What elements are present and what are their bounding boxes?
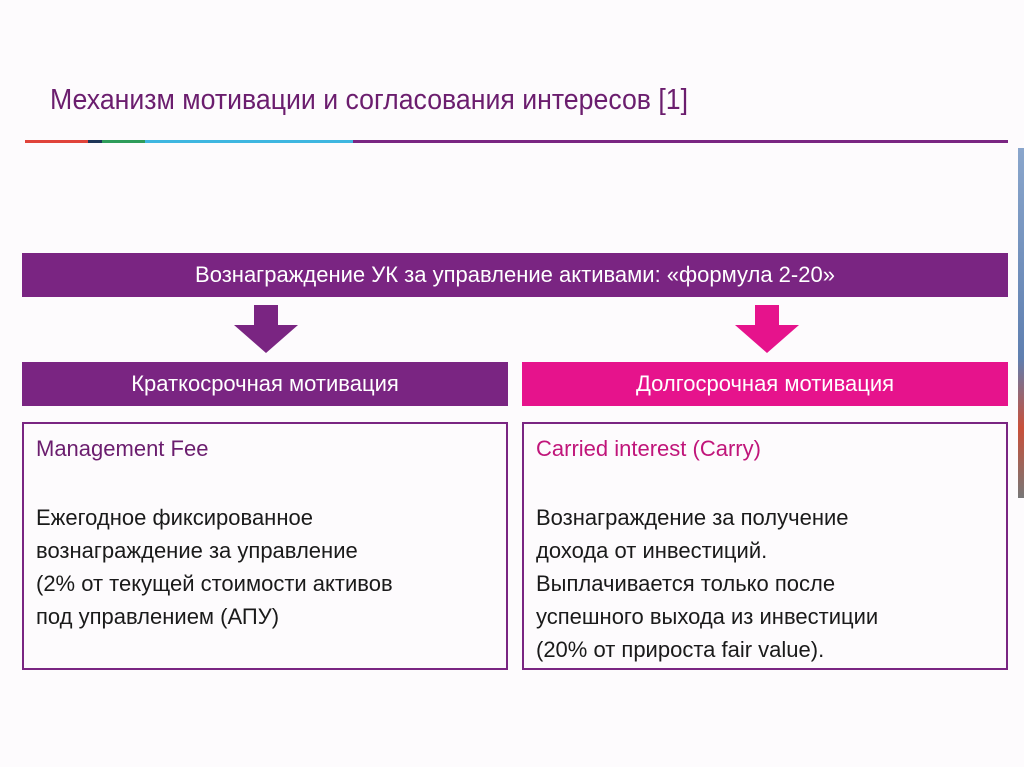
carried-interest-box: Carried interest (Carry) Вознаграждение …	[522, 422, 1008, 670]
rule-red	[25, 140, 88, 143]
body-line: Вознаграждение за получение	[536, 505, 849, 530]
formula-banner: Вознаграждение УК за управление активами…	[22, 253, 1008, 297]
management-fee-box: Management Fee Ежегодное фиксированное в…	[22, 422, 508, 670]
box-body: Ежегодное фиксированное вознаграждение з…	[36, 501, 393, 633]
body-line: Ежегодное фиксированное	[36, 505, 313, 530]
rule-green	[102, 140, 145, 143]
long-term-header: Долгосрочная мотивация	[522, 362, 1008, 406]
side-image-strip	[1018, 148, 1024, 498]
body-line: Выплачивается только после	[536, 571, 836, 596]
rule-purple	[353, 140, 1008, 143]
rule-navy	[88, 140, 102, 143]
body-line: под управлением (АПУ)	[36, 604, 280, 629]
body-line: вознаграждение за управление	[36, 538, 358, 563]
body-line: (20% от прироста fair value).	[536, 637, 825, 662]
box-body: Вознаграждение за получение дохода от ин…	[536, 501, 878, 666]
body-line: успешного выхода из инвестиции	[536, 604, 879, 629]
slide-title: Механизм мотивации и согласования интере…	[50, 84, 689, 116]
rule-cyan	[145, 140, 353, 143]
box-title: Carried interest (Carry)	[536, 436, 761, 461]
box-title: Management Fee	[36, 436, 209, 461]
body-line: дохода от инвестиций.	[536, 538, 768, 563]
short-term-header: Краткосрочная мотивация	[22, 362, 508, 406]
arrow-down-icon	[234, 305, 298, 353]
body-line: (2% от текущей стоимости активов	[36, 571, 393, 596]
arrow-down-icon	[735, 305, 799, 353]
